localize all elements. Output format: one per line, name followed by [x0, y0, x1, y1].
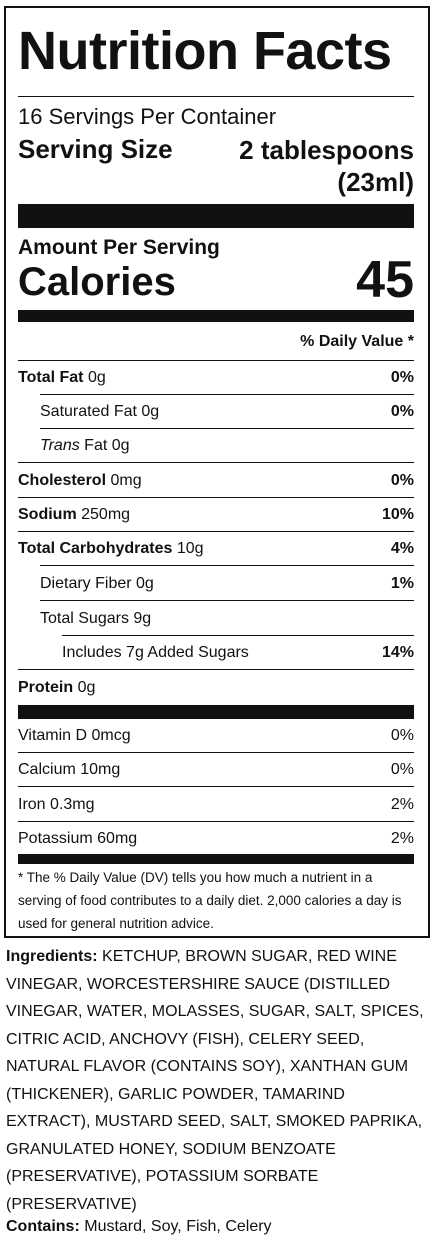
nutrient-row-total-carbohydrates: Total Carbohydrates 10g 4%	[18, 532, 414, 566]
nutrient-name-italic: Trans	[40, 437, 80, 454]
vitamin-text: Vitamin D 0mcg	[18, 727, 131, 744]
nutrient-amount: 0g	[136, 575, 154, 592]
nutrient-row-trans-fat: Trans Fat 0g	[18, 429, 414, 463]
nutrient-row-dietary-fiber: Dietary Fiber 0g 1%	[18, 567, 414, 601]
row-divider	[18, 669, 414, 670]
vitamin-daily-value: 0%	[390, 727, 414, 744]
nutrient-daily-value: 10%	[381, 506, 414, 523]
nutrient-amount: 9g	[133, 610, 152, 627]
contains-text: Mustard, Soy, Fish, Celery	[84, 1218, 272, 1235]
nutrient-name: Fat	[84, 437, 108, 454]
vitamin-row-vitamin-d: Vitamin D 0mcg 0%	[18, 719, 414, 753]
ingredients-text: KETCHUP, BROWN SUGAR, RED WINE VINEGAR, …	[6, 948, 424, 1213]
divider	[18, 360, 414, 361]
nutrient-name: Total Fat	[18, 369, 84, 386]
nutrient-name: Total Carbohydrates	[18, 540, 173, 557]
nutrient-name: Protein	[18, 679, 74, 696]
nutrient-row-total-fat: Total Fat 0g 0%	[18, 361, 414, 395]
row-divider	[18, 752, 414, 753]
nutrient-name: Saturated Fat	[40, 403, 137, 420]
footnote-divider	[18, 854, 414, 864]
servings-per-container: 16 Servings Per Container	[18, 104, 277, 129]
divider	[18, 96, 414, 97]
serving-size-value-line2: (23ml)	[337, 167, 414, 197]
nutrient-name: Dietary Fiber	[40, 575, 132, 592]
vitamin-text: Calcium 10mg	[18, 761, 121, 778]
thick-divider	[18, 705, 414, 719]
vitamin-daily-value: 2%	[390, 796, 414, 813]
nutrient-name: Includes 7g Added Sugars	[62, 644, 249, 661]
nutrition-facts-panel: Nutrition Facts 16 Servings Per Containe…	[4, 6, 430, 938]
nutrient-daily-value: 0%	[390, 472, 414, 489]
medium-divider	[18, 310, 414, 322]
calories-value: 45	[356, 251, 414, 309]
serving-size-label: Serving Size	[18, 134, 173, 164]
row-divider	[18, 497, 414, 498]
nutrient-daily-value: 0%	[390, 369, 414, 386]
ingredients-statement: Ingredients: KETCHUP, BROWN SUGAR, RED W…	[6, 943, 426, 1218]
daily-value-footnote: * The % Daily Value (DV) tells you how m…	[18, 870, 402, 931]
row-divider	[18, 462, 414, 463]
nutrient-row-total-sugars: Total Sugars 9g	[18, 602, 414, 636]
nutrient-amount: 0g	[87, 369, 106, 386]
row-divider	[40, 394, 414, 395]
nutrient-name: Sodium	[18, 506, 77, 523]
vitamin-row-iron: Iron 0.3mg 2%	[18, 788, 414, 822]
row-divider	[18, 821, 414, 822]
nutrient-row-cholesterol: Cholesterol 0mg 0%	[18, 464, 414, 498]
nutrient-daily-value: 0%	[390, 403, 414, 420]
vitamin-daily-value: 0%	[390, 761, 414, 778]
row-divider	[40, 565, 414, 566]
vitamin-text: Iron 0.3mg	[18, 796, 95, 813]
nutrient-amount: 0mg	[110, 472, 142, 489]
nutrient-daily-value: 14%	[381, 644, 414, 661]
nutrient-name: Cholesterol	[18, 472, 107, 489]
row-divider	[18, 531, 414, 532]
nutrient-daily-value: 4%	[390, 540, 414, 557]
serving-size-value: 2 tablespoons (23ml)	[194, 134, 414, 198]
vitamin-row-calcium: Calcium 10mg 0%	[18, 753, 414, 787]
nutrient-row-saturated-fat: Saturated Fat 0g 0%	[18, 395, 414, 429]
row-divider	[62, 635, 414, 636]
allergen-statement: Contains: Mustard, Soy, Fish, Celery	[6, 1218, 272, 1236]
nutrient-name: Total Sugars	[40, 610, 129, 627]
nutrient-row-added-sugars: Includes 7g Added Sugars 14%	[18, 636, 414, 670]
nutrient-daily-value: 1%	[390, 575, 414, 592]
nutrient-amount: 0g	[141, 403, 160, 420]
daily-value-header: % Daily Value *	[300, 333, 414, 350]
amount-per-serving: Amount Per Serving	[18, 236, 220, 259]
nutrition-facts-title: Nutrition Facts	[18, 21, 392, 81]
vitamin-row-potassium: Potassium 60mg 2%	[18, 822, 414, 856]
row-divider	[40, 428, 414, 429]
row-divider	[40, 600, 414, 601]
row-divider	[18, 786, 414, 787]
calories-label: Calories	[18, 260, 176, 304]
nutrient-amount: 0g	[111, 437, 130, 454]
serving-size-value-line1: 2 tablespoons	[239, 135, 414, 165]
ingredients-heading: Ingredients:	[6, 948, 98, 965]
contains-heading: Contains:	[6, 1218, 80, 1235]
nutrient-amount: 10g	[176, 540, 204, 557]
nutrient-row-sodium: Sodium 250mg 10%	[18, 498, 414, 532]
nutrient-amount: 250mg	[81, 506, 131, 523]
nutrient-row-protein: Protein 0g	[18, 671, 414, 705]
vitamin-daily-value: 2%	[390, 830, 414, 847]
thick-divider	[18, 204, 414, 228]
nutrient-amount: 0g	[77, 679, 96, 696]
vitamin-text: Potassium 60mg	[18, 830, 138, 847]
